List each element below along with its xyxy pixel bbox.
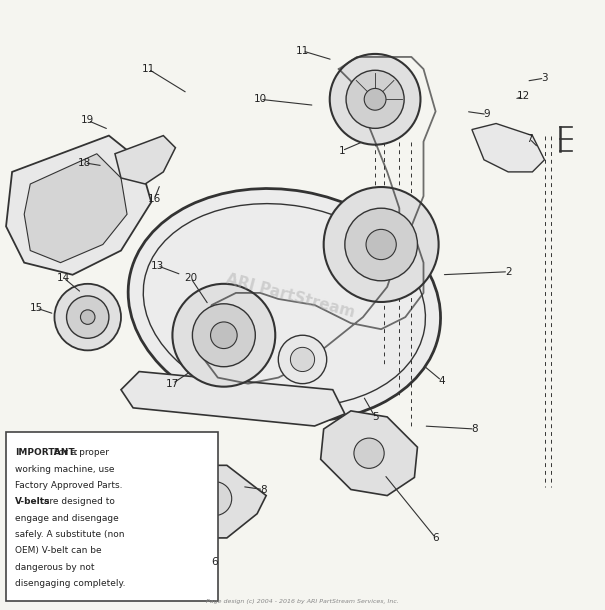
- Text: 17: 17: [166, 379, 179, 389]
- Text: 2: 2: [505, 267, 511, 277]
- Circle shape: [204, 490, 226, 512]
- Ellipse shape: [128, 188, 440, 422]
- Text: 7: 7: [526, 134, 532, 143]
- Text: 3: 3: [541, 73, 548, 83]
- Text: 10: 10: [253, 95, 267, 104]
- Text: 16: 16: [148, 194, 161, 204]
- Text: 5: 5: [372, 412, 378, 422]
- Circle shape: [67, 296, 109, 339]
- Circle shape: [346, 70, 404, 128]
- Text: working machine, use: working machine, use: [15, 465, 114, 474]
- Text: 4: 4: [439, 376, 445, 386]
- Polygon shape: [472, 123, 544, 172]
- Text: 19: 19: [81, 115, 94, 126]
- Circle shape: [198, 482, 232, 515]
- Text: 1: 1: [339, 146, 345, 156]
- Text: 20: 20: [184, 273, 197, 283]
- Circle shape: [330, 54, 420, 145]
- Polygon shape: [321, 411, 417, 495]
- Text: disengaging completely.: disengaging completely.: [15, 579, 126, 588]
- Text: 18: 18: [78, 158, 91, 168]
- Polygon shape: [115, 135, 175, 184]
- Circle shape: [354, 438, 384, 468]
- Circle shape: [278, 336, 327, 384]
- Circle shape: [172, 284, 275, 387]
- Text: 13: 13: [151, 260, 164, 271]
- Text: 8: 8: [472, 424, 478, 434]
- Text: 11: 11: [142, 64, 155, 74]
- Circle shape: [80, 310, 95, 325]
- Text: Factory Approved Parts.: Factory Approved Parts.: [15, 481, 123, 490]
- Text: 14: 14: [57, 273, 70, 283]
- Polygon shape: [121, 371, 345, 426]
- Text: 12: 12: [517, 92, 530, 101]
- Circle shape: [290, 347, 315, 371]
- FancyBboxPatch shape: [6, 432, 218, 601]
- Text: 9: 9: [484, 109, 490, 120]
- Text: 8: 8: [260, 484, 266, 495]
- Circle shape: [364, 88, 386, 110]
- Text: 6: 6: [433, 533, 439, 543]
- Polygon shape: [6, 135, 151, 274]
- Circle shape: [345, 208, 417, 281]
- Circle shape: [366, 229, 396, 260]
- Polygon shape: [24, 154, 127, 263]
- Circle shape: [192, 304, 255, 367]
- Text: OEM) V-belt can be: OEM) V-belt can be: [15, 547, 102, 555]
- Text: 6: 6: [212, 557, 218, 567]
- Text: safely. A substitute (non: safely. A substitute (non: [15, 530, 125, 539]
- Polygon shape: [163, 465, 266, 538]
- Text: 15: 15: [30, 303, 43, 313]
- Text: dangerous by not: dangerous by not: [15, 563, 94, 572]
- Circle shape: [211, 322, 237, 348]
- Text: are designed to: are designed to: [41, 497, 114, 506]
- Text: 11: 11: [296, 46, 309, 56]
- Text: engage and disengage: engage and disengage: [15, 514, 119, 523]
- Circle shape: [324, 187, 439, 302]
- Text: For a proper: For a proper: [51, 448, 110, 458]
- Text: ARI PartStream: ARI PartStream: [224, 271, 356, 320]
- Circle shape: [54, 284, 121, 350]
- Text: V-belts: V-belts: [15, 497, 51, 506]
- Text: Page design (c) 2004 - 2016 by ARI PartStream Services, Inc.: Page design (c) 2004 - 2016 by ARI PartS…: [206, 600, 399, 605]
- Text: IMPORTANT:: IMPORTANT:: [15, 448, 78, 458]
